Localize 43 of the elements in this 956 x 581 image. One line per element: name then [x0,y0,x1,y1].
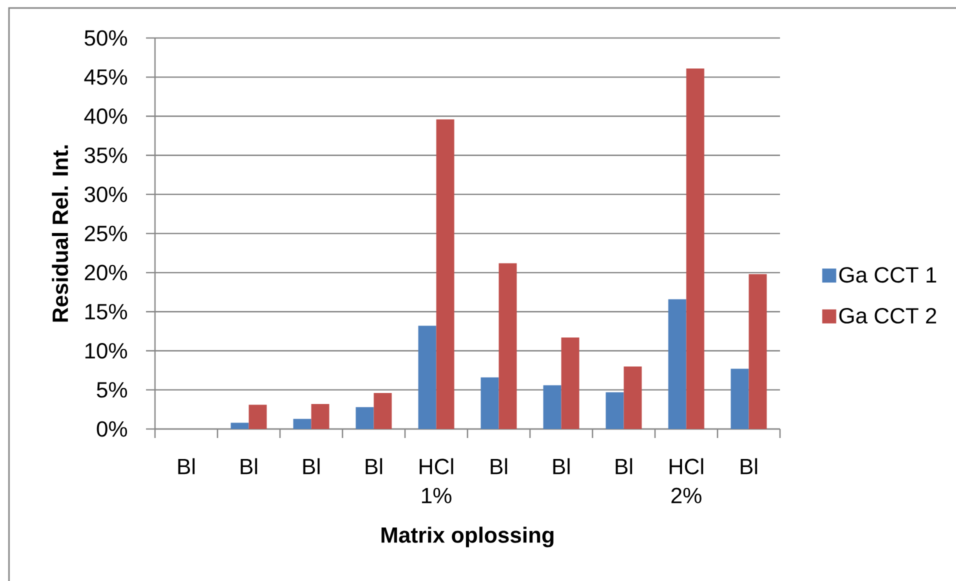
y-tick-label: 20% [84,264,128,280]
legend-label: Ga CCT 2 [839,308,936,324]
bar [436,119,454,429]
x-tick-label: HCl 2% [670,458,704,504]
x-tick-label: Bl [490,458,508,474]
y-tick-label: 0% [96,421,128,437]
bar [748,274,767,429]
x-tick-label: Bl [240,458,258,474]
bar [606,392,624,429]
x-tick-label: Bl [616,458,632,474]
legend-label: Ga CCT 1 [839,267,936,283]
bar [418,326,436,429]
bar [356,407,374,429]
bar [498,263,517,429]
bar [543,385,562,429]
y-axis-title: Residual Rel. Int. [52,145,68,322]
y-tick-label: 45% [84,69,128,85]
bar [668,299,686,429]
y-tick-label: 50% [84,30,128,46]
bar [561,338,580,429]
x-axis-title: Matrix oplossing [382,526,554,548]
bar [374,393,392,429]
x-tick-label: Bl [553,458,570,474]
bar [248,404,267,429]
y-tick-label: 5% [96,382,128,398]
x-tick-label: Bl [366,458,382,474]
bar [311,404,330,429]
bar [686,68,704,429]
bar [624,366,642,429]
bar [730,368,749,429]
x-tick-label: Bl [178,458,195,474]
x-tick-label: Bl [740,458,758,474]
x-tick-label: Bl [303,458,320,474]
y-tick-label: 30% [84,186,128,202]
x-tick-label: HCl 1% [420,458,454,504]
y-tick-label: 15% [85,304,128,320]
y-tick-label: 40% [84,108,128,124]
y-tick-label: 10% [85,343,128,359]
y-tick-label: 35% [84,148,128,164]
bar [293,418,312,429]
bar [480,377,499,429]
y-tick-label: 25% [84,226,128,242]
bar [230,422,249,429]
